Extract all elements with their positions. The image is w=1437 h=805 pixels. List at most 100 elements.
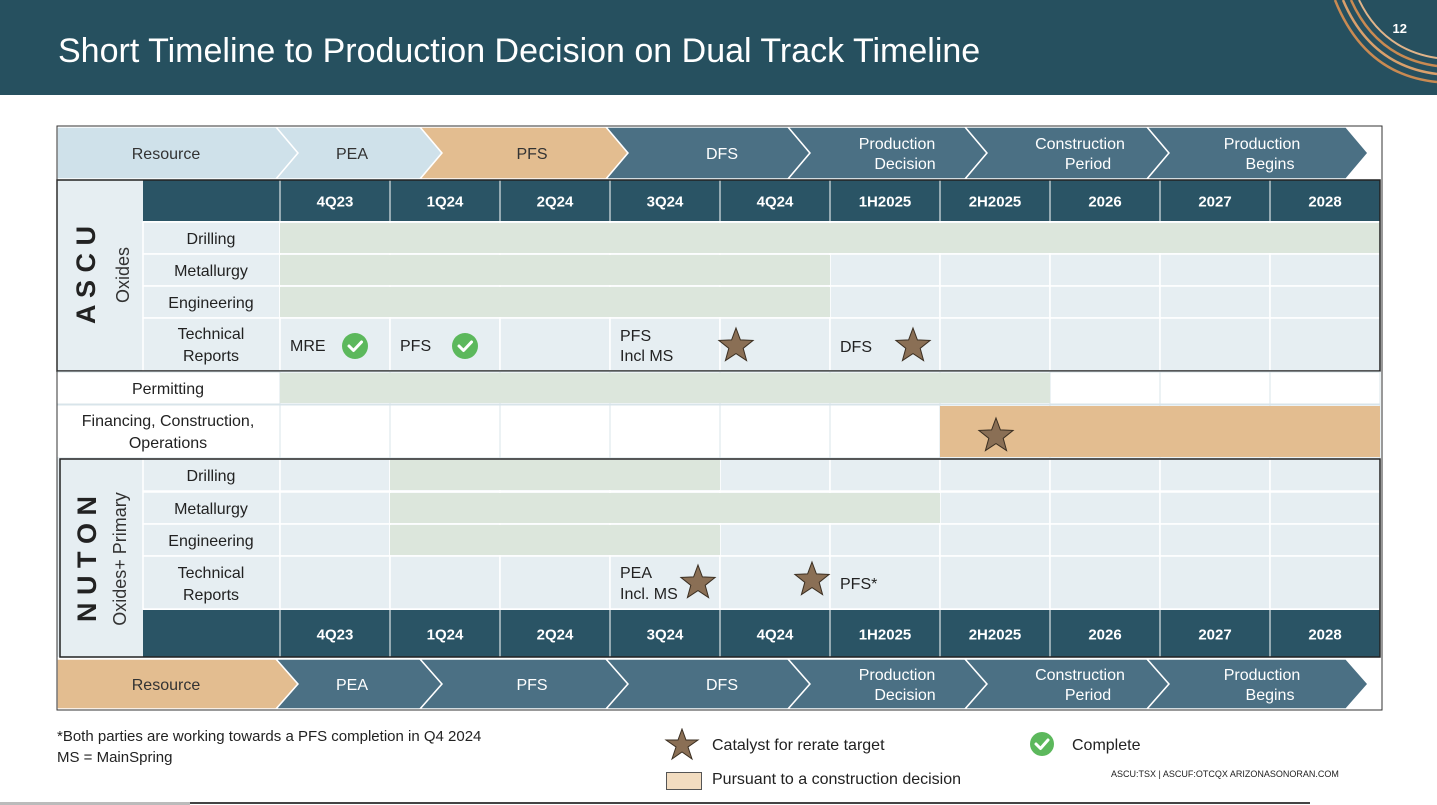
nuton-pfs-star-icon [793, 560, 831, 596]
top-phase-label-6-a: Production [1224, 136, 1301, 153]
ascu-tech-cell-9 [1269, 317, 1381, 372]
slide-header: Short Timeline to Production Decision on… [0, 0, 1437, 95]
ascu-tr-mre: MRE [290, 338, 326, 355]
nuton-side-panel [57, 459, 143, 657]
nuton-period-5: 1H2025 [859, 627, 912, 644]
permitting-cell-7 [1049, 371, 1161, 405]
footnote-pfs: *Both parties are working towards a PFS … [57, 728, 482, 745]
nuton-engineering-label-cell [142, 523, 281, 557]
legend-catalyst-label: Catalyst for rerate target [712, 737, 885, 754]
ascu-engineering-cell-7 [1049, 285, 1161, 319]
bottom-phase-label-5-a: Construction [1035, 667, 1125, 684]
top-phase-label-5-b: Period [1065, 156, 1111, 173]
nuton-row-tech-b: Reports [183, 587, 239, 604]
nuton-engineering-cell-9 [1269, 523, 1381, 557]
ascu-engineering-cell-6 [939, 285, 1051, 319]
ascu-metallurgy-cell-9 [1269, 253, 1381, 287]
nuton-period-9: 2028 [1308, 627, 1341, 644]
ascu-pfs-check-icon-tick [457, 340, 473, 352]
nuton-engineering-bar [390, 525, 720, 555]
slide-title: Short Timeline to Production Decision on… [58, 32, 981, 70]
financing-cell-3 [609, 404, 721, 459]
ascu-period-5: 1H2025 [859, 194, 912, 211]
nuton-row-tech-a: Technical [178, 565, 245, 582]
permitting-cell-8 [1159, 371, 1271, 405]
bottom-phase-label-0: Resource [132, 677, 201, 694]
ascu-period-3: 3Q24 [647, 194, 684, 211]
ascu-vertical-label: A S C U [71, 226, 101, 324]
nuton-tech-label-cell [142, 555, 281, 610]
ascu-period-4: 4Q24 [757, 194, 794, 211]
nuton-tech-cell-0 [279, 555, 391, 610]
ascu-mre-check-icon [342, 333, 368, 359]
legend-star-icon [664, 728, 700, 761]
bottom-phase-label-3: DFS [706, 677, 738, 694]
financing-cell-2 [499, 404, 611, 459]
ascu-pfs-check-icon [452, 333, 478, 359]
financing-label-b: Operations [129, 435, 207, 452]
bottom-phase-label-6-b: Begins [1246, 687, 1295, 704]
nuton-tech-cell-2 [499, 555, 611, 610]
nuton-metallurgy-cell-7 [1049, 491, 1161, 525]
top-phase-label-5-a: Construction [1035, 136, 1125, 153]
ascu-period-1: 1Q24 [427, 194, 464, 211]
bottom-phase-arrow-6 [1145, 658, 1369, 710]
nuton-sub-label: Oxides+ Primary [110, 492, 130, 626]
nuton-period-4: 4Q24 [757, 627, 794, 644]
ascu-row-engineering: Engineering [168, 295, 253, 312]
top-phase-label-2: PFS [516, 146, 547, 163]
ascu-sub-label: Oxides [113, 247, 133, 303]
ascu-mre-check-icon-circle [342, 333, 368, 359]
ascu-period-6: 2H2025 [969, 194, 1022, 211]
financing-label-a: Financing, Construction, [82, 413, 255, 430]
ascu-period-8: 2027 [1198, 194, 1231, 211]
nuton-tech-cell-7 [1049, 555, 1161, 610]
ascu-header-row [143, 180, 1380, 221]
ascu-metallurgy-cell-8 [1159, 253, 1271, 287]
top-phase-label-4-b: Decision [874, 156, 935, 173]
top-phase-label-4-a: Production [859, 136, 936, 153]
nuton-drilling-cell-4 [719, 458, 831, 492]
ascu-pfs-check-icon-circle [452, 333, 478, 359]
nuton-engineering-cell-5 [829, 523, 941, 557]
nuton-period-1: 1Q24 [427, 627, 464, 644]
ascu-pfs-star-icon [717, 326, 755, 362]
ascu-metallurgy-cell-5 [829, 253, 941, 287]
ascu-tech-cell-6 [939, 317, 1051, 372]
nuton-drilling-bar [390, 460, 720, 490]
top-phase-label-1: PEA [336, 146, 368, 163]
nuton-tech-cell-8 [1159, 555, 1271, 610]
nuton-tr-pea-b: Incl. MS [620, 586, 678, 603]
nuton-engineering-cell-0 [279, 523, 391, 557]
bottom-phase-label-2: PFS [516, 677, 547, 694]
bottom-divider-left [0, 802, 190, 805]
bottom-phase-label-1: PEA [336, 677, 368, 694]
nuton-tech-cell-6 [939, 555, 1051, 610]
nuton-engineering-cell-6 [939, 523, 1051, 557]
ascu-metallurgy-cell-7 [1049, 253, 1161, 287]
ascu-period-2: 2Q24 [537, 194, 574, 211]
nuton-drilling-cell-6 [939, 458, 1051, 492]
ascu-row-metallurgy: Metallurgy [174, 263, 248, 280]
nuton-period-7: 2026 [1088, 627, 1121, 644]
ascu-tech-cell-7 [1049, 317, 1161, 372]
nuton-period-8: 2027 [1198, 627, 1231, 644]
bottom-phase-label-6-a: Production [1224, 667, 1301, 684]
nuton-drilling-cell-0 [279, 458, 391, 492]
permitting-cell-9 [1269, 371, 1381, 405]
ascu-tr-pfs-ms-b: Incl MS [620, 348, 673, 365]
ascu-period-7: 2026 [1088, 194, 1121, 211]
page-number: 12 [1392, 21, 1407, 36]
nuton-tr-pfs: PFS* [840, 576, 877, 593]
ascu-engineering-cell-5 [829, 285, 941, 319]
nuton-tech-cell-1 [389, 555, 501, 610]
footnote-ms: MS = MainSpring [57, 749, 173, 766]
top-phase-label-0: Resource [132, 146, 201, 163]
nuton-drilling-cell-7 [1049, 458, 1161, 492]
nuton-metallurgy-label-cell [142, 491, 281, 525]
nuton-engineering-cell-8 [1159, 523, 1271, 557]
legend-check-icon [1030, 732, 1054, 756]
nuton-period-2: 2Q24 [537, 627, 574, 644]
ascu-tr-dfs: DFS [840, 339, 872, 356]
